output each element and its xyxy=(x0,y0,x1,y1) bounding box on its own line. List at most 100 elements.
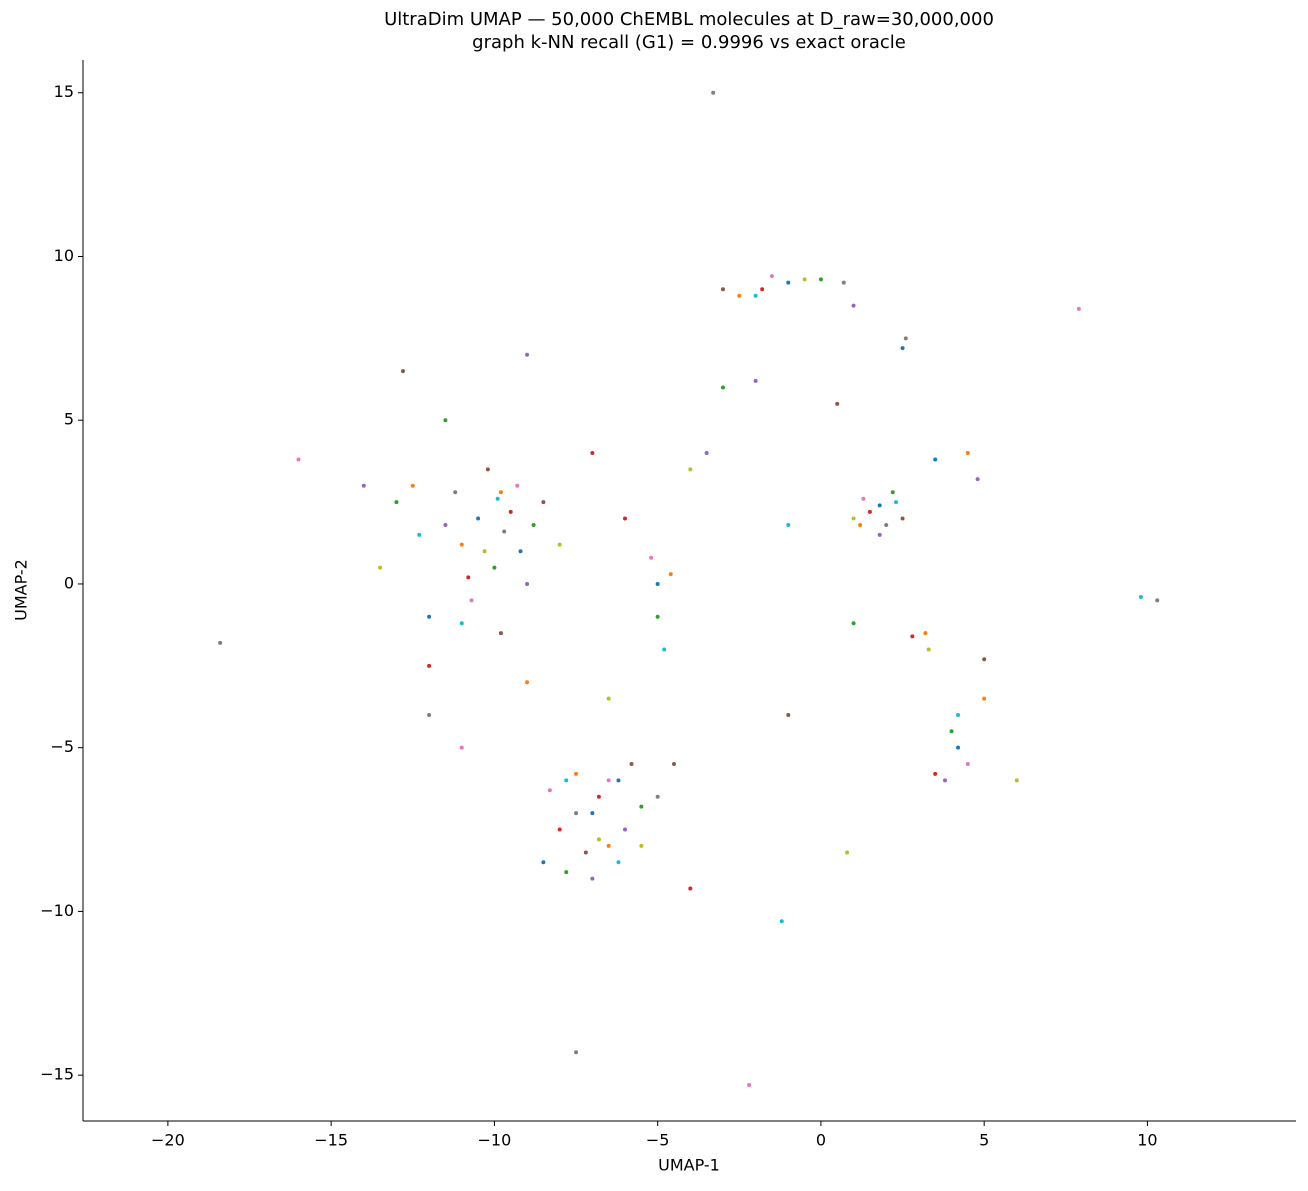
y-tick-label: 0 xyxy=(64,573,74,592)
point xyxy=(502,529,507,534)
x-tick-label: 10 xyxy=(1137,1131,1157,1150)
point xyxy=(482,549,487,554)
point xyxy=(1155,598,1160,603)
point xyxy=(851,516,856,521)
point xyxy=(903,336,908,341)
point xyxy=(459,621,464,626)
point xyxy=(508,509,513,514)
chart-title: UltraDim UMAP — 50,000 ChEMBL molecules … xyxy=(384,9,994,30)
point xyxy=(485,467,490,472)
point xyxy=(877,503,882,508)
point xyxy=(851,621,856,626)
y-tick-label: 5 xyxy=(64,410,74,429)
y-tick-label: −5 xyxy=(50,737,74,756)
point xyxy=(606,843,611,848)
point xyxy=(218,640,223,645)
x-axis-label: UMAP-1 xyxy=(658,1156,720,1175)
point xyxy=(982,657,987,662)
point xyxy=(818,277,823,282)
point xyxy=(1076,306,1081,311)
chart-subtitle: graph k-NN recall (G1) = 0.9996 vs exact… xyxy=(472,32,906,53)
point xyxy=(965,762,970,767)
point xyxy=(639,843,644,848)
point xyxy=(427,663,432,668)
point xyxy=(956,712,961,717)
point xyxy=(851,303,856,308)
point xyxy=(933,457,938,462)
point xyxy=(498,490,503,495)
y-tick-label: 15 xyxy=(54,82,74,101)
point xyxy=(498,631,503,636)
point xyxy=(410,483,415,488)
point xyxy=(492,565,497,570)
point xyxy=(720,287,725,292)
point xyxy=(547,788,552,793)
point xyxy=(975,477,980,482)
point xyxy=(427,712,432,717)
x-tick-label: −20 xyxy=(151,1131,185,1150)
point xyxy=(890,490,895,495)
point xyxy=(564,778,569,783)
point xyxy=(394,500,399,505)
point xyxy=(596,794,601,799)
point xyxy=(786,280,791,285)
point xyxy=(949,729,954,734)
point xyxy=(459,542,464,547)
point xyxy=(469,598,474,603)
point xyxy=(841,280,846,285)
point xyxy=(858,523,863,528)
point xyxy=(361,483,366,488)
point xyxy=(933,771,938,776)
point xyxy=(688,467,693,472)
point xyxy=(877,532,882,537)
point xyxy=(655,581,660,586)
point xyxy=(668,572,673,577)
point xyxy=(655,794,660,799)
point xyxy=(688,886,693,891)
point xyxy=(443,418,448,423)
y-axis-label: UMAP-2 xyxy=(12,559,31,621)
point xyxy=(443,523,448,528)
point xyxy=(884,523,889,528)
point xyxy=(861,496,866,501)
y-tick-label: −15 xyxy=(40,1065,74,1084)
point xyxy=(583,850,588,855)
point xyxy=(417,532,422,537)
point xyxy=(629,762,634,767)
point xyxy=(590,450,595,455)
point xyxy=(923,631,928,636)
point xyxy=(956,745,961,750)
point xyxy=(590,811,595,816)
point xyxy=(541,860,546,865)
point xyxy=(531,523,536,528)
point xyxy=(747,1082,752,1087)
point xyxy=(541,500,546,505)
point xyxy=(737,293,742,298)
x-tick-label: −10 xyxy=(478,1131,512,1150)
point xyxy=(453,490,458,495)
y-tick-label: 10 xyxy=(54,246,74,265)
point xyxy=(574,811,579,816)
point xyxy=(753,378,758,383)
point xyxy=(557,542,562,547)
point xyxy=(662,647,667,652)
point xyxy=(427,614,432,619)
point xyxy=(574,1050,579,1055)
point xyxy=(720,385,725,390)
point xyxy=(525,352,530,357)
x-tick-label: 0 xyxy=(816,1131,826,1150)
point xyxy=(671,762,676,767)
point xyxy=(1014,778,1019,783)
point xyxy=(867,509,872,514)
point xyxy=(982,696,987,701)
point xyxy=(495,496,500,501)
point xyxy=(590,876,595,881)
point xyxy=(557,827,562,832)
point xyxy=(802,277,807,282)
point xyxy=(835,401,840,406)
point xyxy=(400,369,405,374)
point xyxy=(616,778,621,783)
point xyxy=(926,647,931,652)
point xyxy=(596,837,601,842)
